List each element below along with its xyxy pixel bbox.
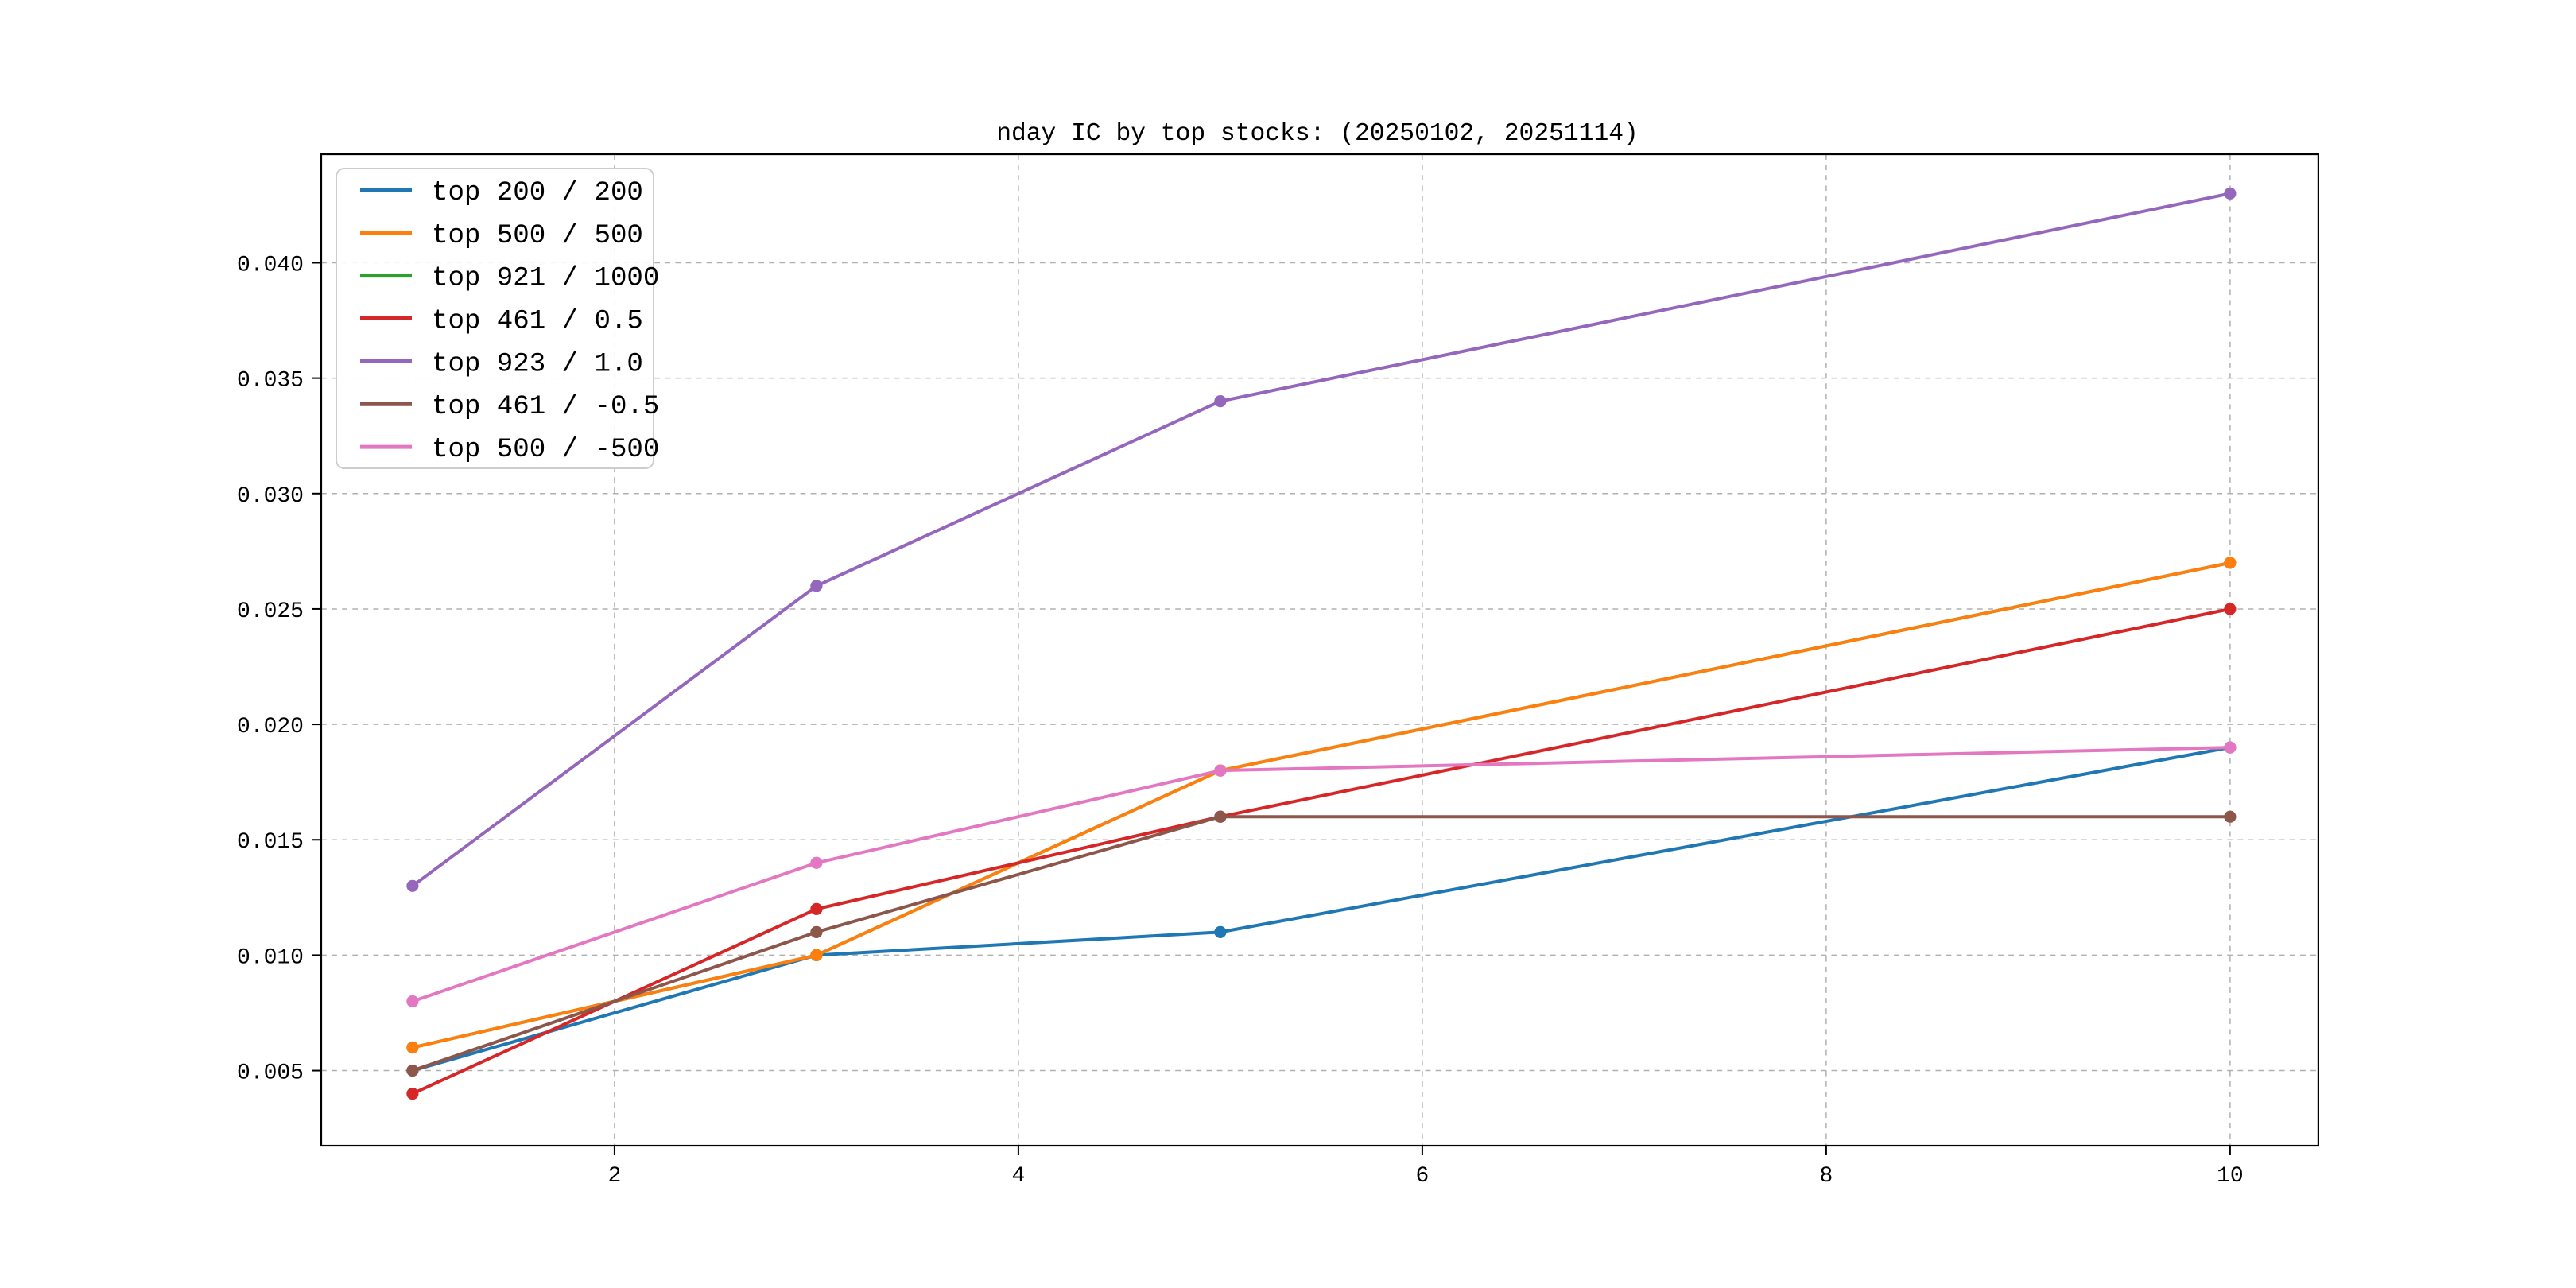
svg-text:top 921 / 1000: top 921 / 1000: [432, 264, 659, 294]
svg-text:0.030: 0.030: [237, 484, 304, 509]
svg-text:10: 10: [2217, 1164, 2244, 1189]
svg-text:top 200 / 200: top 200 / 200: [432, 178, 643, 208]
svg-text:top 500 / 500: top 500 / 500: [432, 221, 643, 251]
svg-text:2: 2: [607, 1164, 621, 1189]
svg-text:top 923 / 1.0: top 923 / 1.0: [432, 349, 643, 379]
svg-text:top 461 / -0.5: top 461 / -0.5: [432, 392, 659, 422]
svg-text:8: 8: [1819, 1164, 1833, 1189]
svg-text:nday IC by top stocks: (202501: nday IC by top stocks: (20250102, 202511…: [996, 120, 1639, 148]
svg-text:0.020: 0.020: [237, 715, 304, 739]
svg-text:top 461 / 0.5: top 461 / 0.5: [432, 307, 643, 337]
svg-text:0.015: 0.015: [237, 830, 304, 855]
svg-text:0.035: 0.035: [237, 369, 304, 394]
svg-text:0.005: 0.005: [237, 1061, 304, 1086]
svg-text:0.025: 0.025: [237, 599, 304, 624]
svg-text:0.010: 0.010: [237, 945, 304, 970]
svg-text:4: 4: [1011, 1164, 1025, 1189]
svg-text:0.040: 0.040: [237, 253, 304, 277]
svg-text:top 500 / -500: top 500 / -500: [432, 435, 659, 465]
svg-text:6: 6: [1415, 1164, 1429, 1189]
